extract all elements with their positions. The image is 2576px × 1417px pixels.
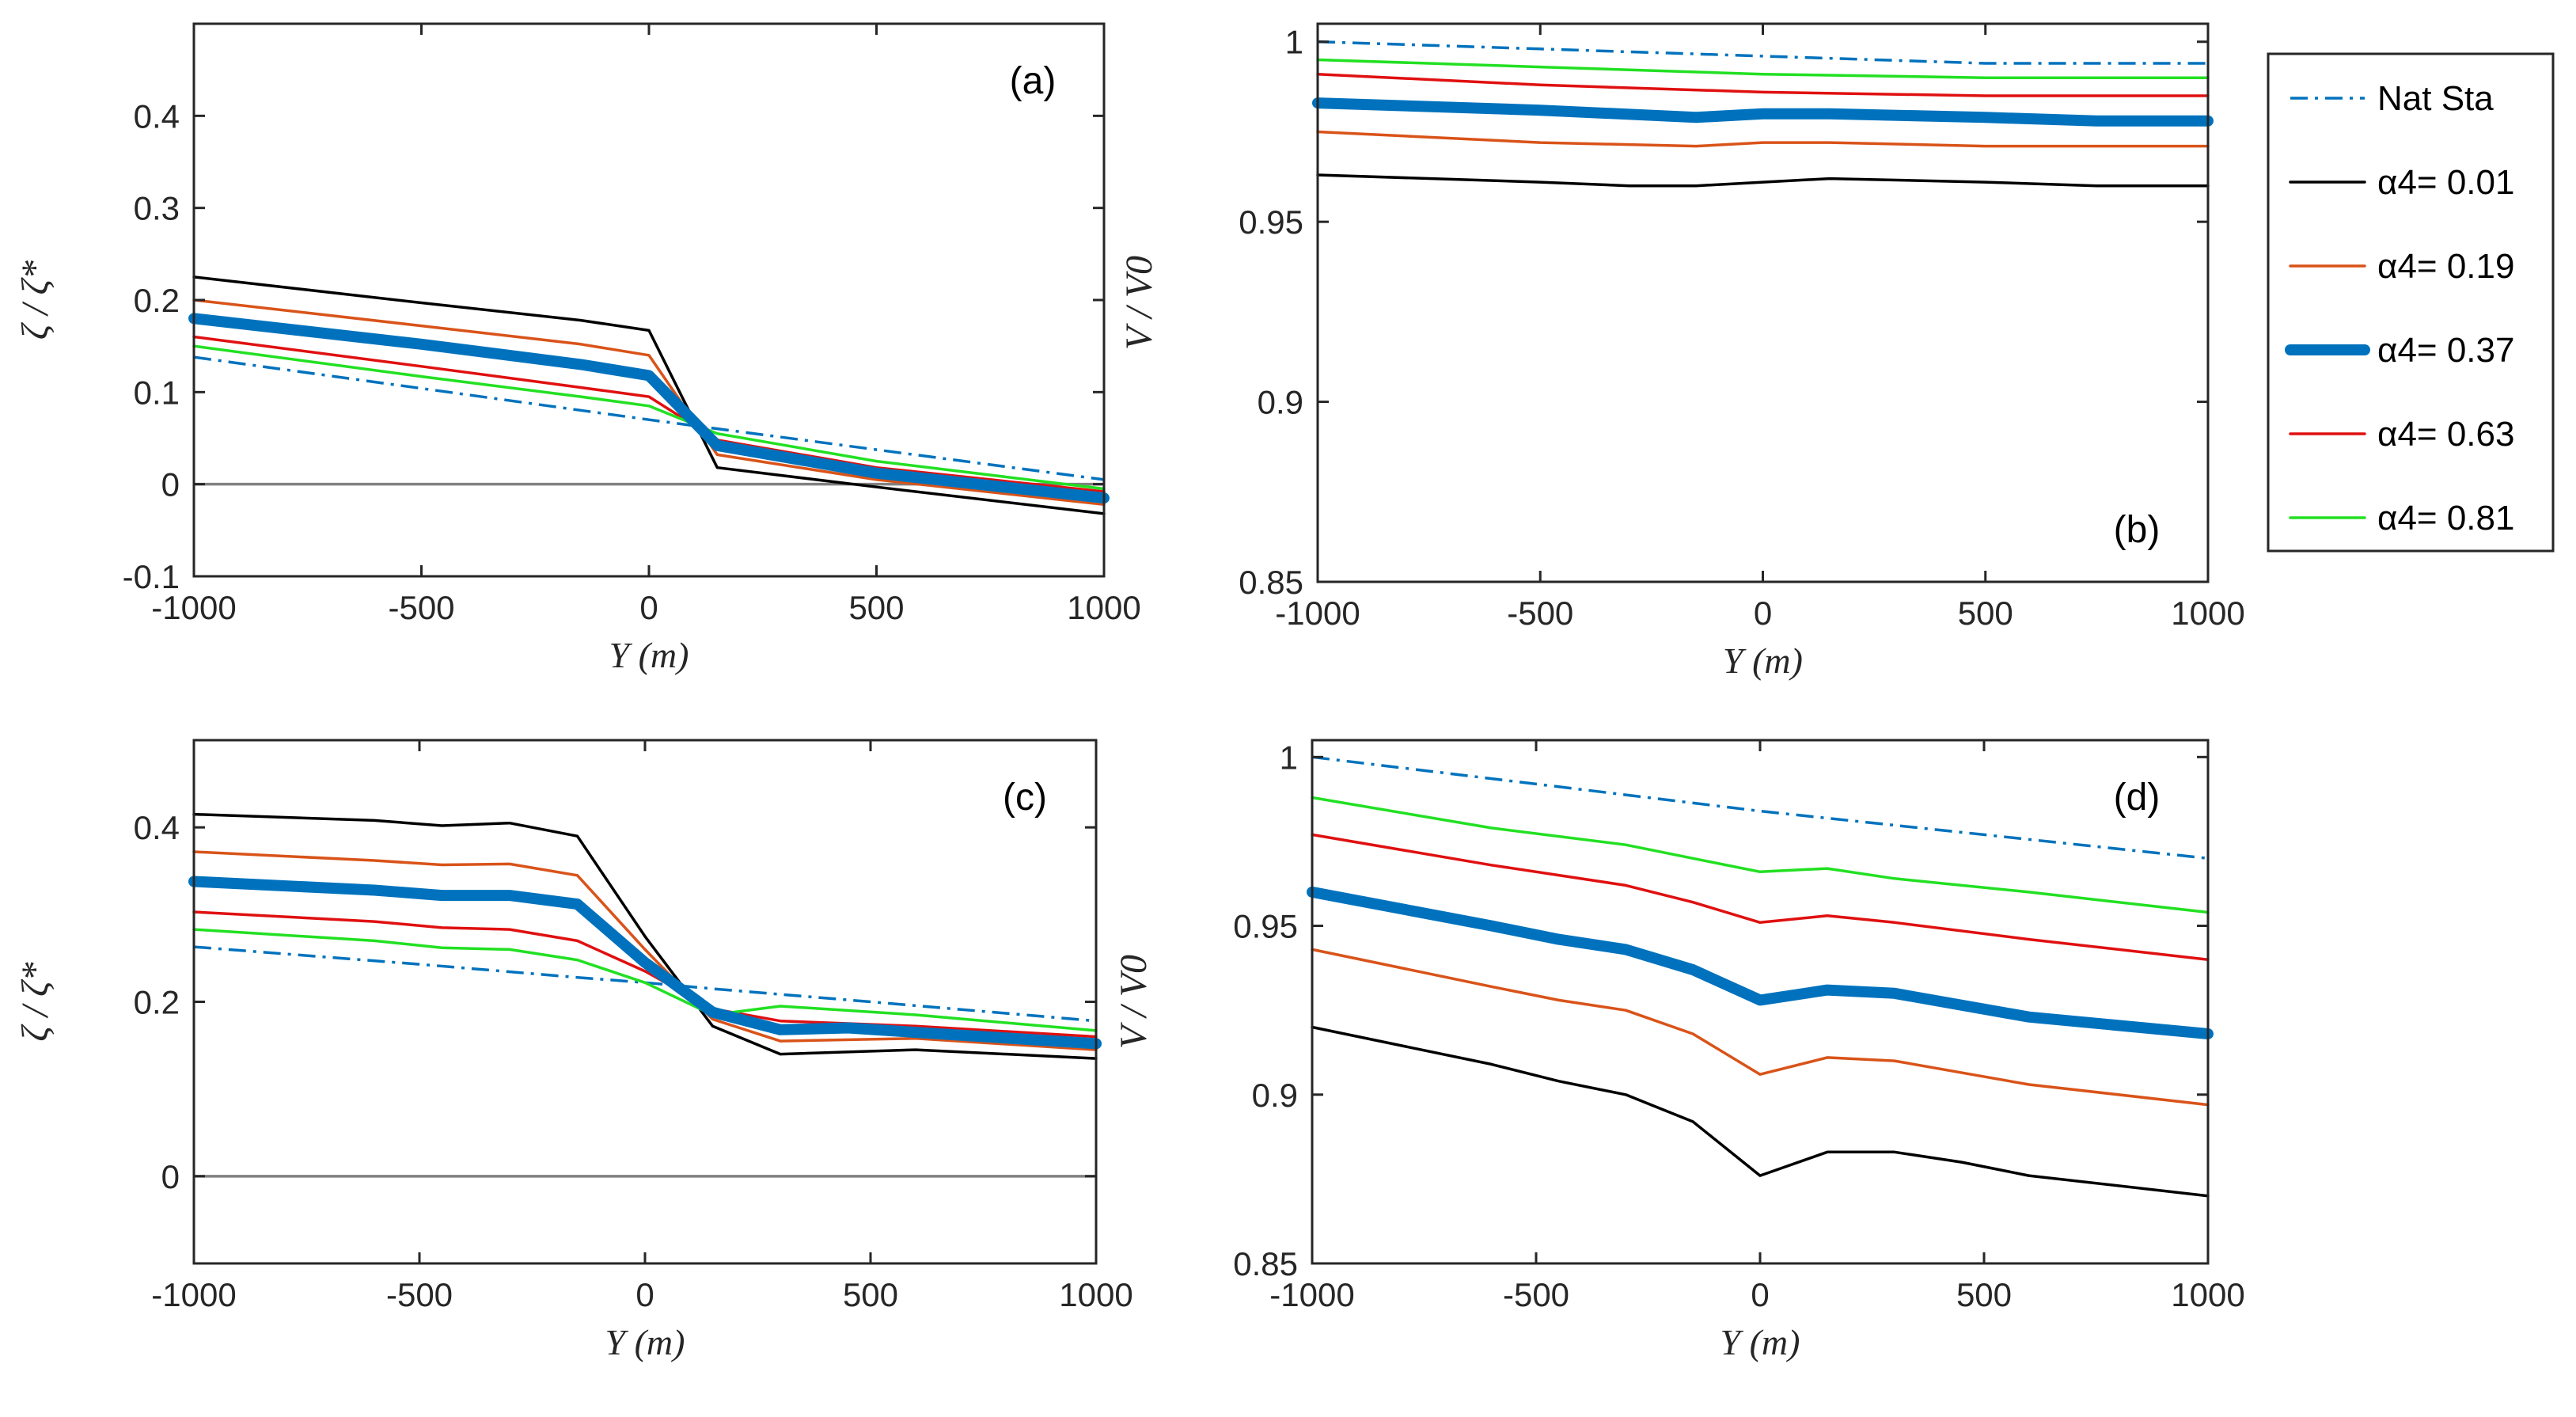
x-tick-label: 500	[848, 589, 904, 626]
x-axis-label: Y (m)	[1720, 1322, 1800, 1362]
series-line-a063	[1311, 833, 2210, 961]
series-line-nat	[1311, 755, 2209, 860]
series-line-a063	[1316, 72, 2210, 97]
y-tick-label: 1	[1285, 24, 1303, 61]
y-tick-label: 0.2	[134, 282, 180, 319]
x-tick-label: -500	[1503, 1276, 1569, 1313]
legend-label-a063: α4= 0.63	[2377, 415, 2514, 454]
legend-label-a019: α4= 0.19	[2377, 247, 2514, 286]
x-tick-label: 500	[843, 1276, 898, 1313]
series-line-a001	[1311, 1025, 2210, 1198]
legend-box	[2267, 52, 2555, 553]
series-line-a081	[1316, 58, 2210, 79]
panel-label: (b)	[2114, 509, 2161, 551]
series-line-a037	[1307, 886, 2214, 1039]
y-tick-label: 0	[161, 466, 180, 503]
panel-c: -1000 -500 0 500 1000 0 0.2 0.4 Y (m) ζ / ζ* (c)	[14, 739, 1133, 1362]
series-group	[188, 275, 1110, 515]
axis-frame	[192, 22, 1106, 578]
legend-label-a037: α4= 0.37	[2377, 331, 2514, 370]
series-line-a037	[188, 313, 1110, 504]
series-line-nat	[193, 945, 1097, 1023]
x-tick-label: -500	[1507, 595, 1573, 632]
series-line-a037	[1312, 97, 2214, 127]
panel-label: (c)	[1003, 777, 1047, 819]
series-line-a037	[188, 876, 1102, 1050]
legend-label-a081: α4= 0.81	[2377, 499, 2514, 538]
series-group	[1307, 755, 2214, 1198]
x-tick-label: 1000	[2171, 1276, 2244, 1313]
x-tick-label: -500	[386, 1276, 453, 1313]
y-tick-label: -0.1	[123, 558, 180, 595]
x-axis-label: Y (m)	[1723, 640, 1803, 681]
x-tick-label: 0	[1751, 1276, 1769, 1313]
series-line-nat	[1317, 40, 2208, 65]
y-tick-label: 0.2	[134, 984, 180, 1021]
series-line-a081	[192, 344, 1106, 491]
panel-label: (d)	[2114, 777, 2161, 819]
x-axis-label: Y (m)	[609, 635, 689, 675]
y-tick-label: 0.9	[1252, 1077, 1298, 1114]
x-tick-label: 500	[1958, 595, 2013, 632]
series-line-a001	[1316, 173, 2210, 188]
series-line-nat	[193, 355, 1105, 481]
series-line-a081	[1311, 796, 2210, 914]
legend-label-nat: Nat Sta	[2377, 79, 2494, 118]
series-line-a001	[192, 812, 1098, 1060]
y-axis-label: V / V0	[1118, 256, 1160, 350]
panel-d: -1000 -500 0 500 1000 0.85 0.9 0.95 1 Y (m) V / V0…	[1113, 739, 2245, 1362]
series-line-a019	[1311, 948, 2210, 1107]
y-tick-label: 0.85	[1239, 564, 1303, 601]
series-line-a019	[192, 298, 1106, 507]
series-line-a063	[192, 335, 1106, 493]
legend-label-a001: α4= 0.01	[2377, 163, 2514, 202]
y-tick-label: 0.4	[134, 97, 180, 135]
x-tick-label: -1000	[151, 1276, 236, 1313]
x-tick-label: 1000	[1067, 589, 1140, 626]
y-tick-label: 0.95	[1233, 908, 1298, 945]
x-tick-label: -1000	[1269, 1276, 1354, 1313]
series-group	[188, 812, 1102, 1060]
panel-label: (a)	[1010, 60, 1057, 102]
x-tick-label: 0	[1754, 595, 1772, 632]
x-tick-label: 1000	[1059, 1276, 1132, 1313]
y-tick-label: 0.1	[134, 374, 180, 411]
series-group	[1312, 40, 2214, 188]
panel-a: -1000 -500 0 500 1000 -0.1 0 0.1 0.2 0.3 0.4 Y (m) ζ…	[14, 22, 1141, 675]
y-axis-label: ζ / ζ*	[14, 962, 56, 1041]
y-tick-label: 0.85	[1233, 1245, 1298, 1282]
y-tick-label: 0.3	[134, 190, 180, 227]
x-tick-label: 0	[639, 589, 658, 626]
series-line-a001	[192, 275, 1106, 515]
x-tick-label: 1000	[2171, 595, 2244, 632]
y-axis-label: ζ / ζ*	[14, 260, 56, 340]
y-tick-label: 0.4	[134, 809, 180, 846]
y-tick-label: 0.95	[1239, 203, 1303, 241]
x-tick-label: 0	[635, 1276, 654, 1313]
legend: Nat Sta α4= 0.01 α4= 0.19 α4= 0.37 α4= 0.63 α…	[2267, 52, 2555, 553]
x-tick-label: 500	[1956, 1276, 2012, 1313]
x-tick-label: -1000	[151, 589, 236, 626]
x-tick-label: -500	[388, 589, 454, 626]
series-line-a081	[192, 928, 1098, 1032]
y-tick-label: 0.9	[1258, 384, 1303, 421]
x-axis-label: Y (m)	[605, 1322, 685, 1362]
series-line-a019	[1316, 130, 2210, 148]
y-tick-label: 0	[161, 1158, 180, 1195]
y-axis-label: V / V0	[1113, 955, 1155, 1049]
series-line-a019	[192, 850, 1098, 1051]
x-tick-label: -1000	[1275, 595, 1360, 632]
panel-b: -1000 -500 0 500 1000 0.85 0.9 0.95 1 Y (m) V / V0…	[1118, 22, 2245, 681]
y-tick-label: 1	[1280, 739, 1298, 776]
